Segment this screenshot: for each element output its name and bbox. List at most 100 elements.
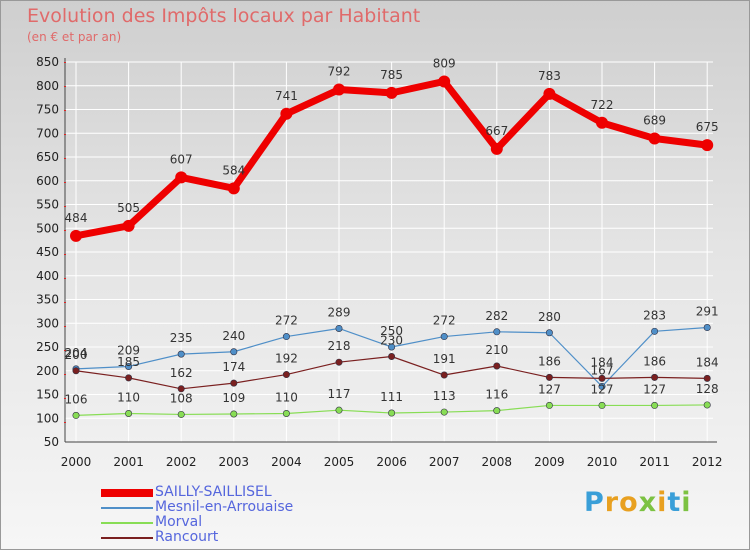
y-tick-label: 500 — [36, 221, 59, 235]
data-label-rancourt: 210 — [485, 343, 508, 357]
data-point-mesnil-en-arrouaise — [230, 348, 238, 356]
data-point-mesnil-en-arrouaise — [598, 382, 606, 390]
legend-label-mesnil-en-arrouaise: Mesnil-en-Arrouaise — [155, 499, 294, 515]
data-point-mesnil-en-arrouaise — [335, 324, 343, 332]
data-label-morval: 116 — [485, 388, 508, 402]
data-point-rancourt — [703, 374, 711, 382]
y-tick-label: 350 — [36, 293, 59, 307]
data-point-sailly-saillisel — [175, 171, 188, 184]
legend-item-rancourt: Rancourt — [101, 530, 431, 545]
data-label-rancourt: 186 — [538, 354, 561, 368]
x-tick-label: 2000 — [61, 455, 92, 469]
legend-swatch-mesnil-en-arrouaise — [101, 507, 153, 509]
data-label-rancourt: 230 — [380, 334, 403, 348]
y-tick-label: 100 — [36, 411, 59, 425]
data-label-rancourt: 174 — [222, 360, 245, 374]
data-point-morval — [703, 401, 711, 409]
legend-item-morval: Morval — [101, 515, 431, 530]
data-point-morval — [388, 409, 396, 417]
x-tick-label: 2007 — [429, 455, 460, 469]
data-point-morval — [72, 411, 80, 419]
x-tick-label: 2008 — [482, 455, 513, 469]
data-point-rancourt — [125, 374, 133, 382]
data-point-mesnil-en-arrouaise — [177, 350, 185, 358]
legend: SAILLY-SAILLISEL Mesnil-en-Arrouaise Mor… — [101, 485, 431, 545]
data-point-mesnil-en-arrouaise — [651, 327, 659, 335]
data-point-mesnil-en-arrouaise — [125, 362, 133, 370]
data-label-morval: 128 — [696, 382, 719, 396]
legend-item-sailly-saillisel: SAILLY-SAILLISEL — [101, 485, 431, 500]
data-label-sailly-saillisel: 607 — [170, 152, 193, 166]
data-label-mesnil-en-arrouaise: 250 — [380, 324, 403, 338]
x-tick-label: 2011 — [639, 455, 670, 469]
data-point-morval — [440, 408, 448, 416]
data-point-sailly-saillisel — [333, 83, 345, 96]
logo-letter: o — [619, 487, 639, 518]
data-point-sailly-saillisel — [385, 86, 398, 99]
data-label-mesnil-en-arrouaise: 289 — [328, 305, 351, 319]
logo-letter: i — [657, 487, 668, 518]
y-tick-label: 300 — [36, 316, 59, 330]
x-tick-label: 2010 — [587, 455, 618, 469]
data-label-sailly-saillisel: 722 — [591, 98, 614, 112]
data-label-morval: 109 — [222, 391, 245, 405]
data-label-morval: 110 — [275, 391, 298, 405]
y-tick-label: 750 — [36, 103, 59, 117]
logo-letter: i — [681, 487, 692, 518]
legend-label-sailly-saillisel: SAILLY-SAILLISEL — [155, 484, 272, 500]
x-tick-label: 2009 — [534, 455, 565, 469]
line-chart: 50 100 150 200 250 300 350 400 450 500 550 600 650 70… — [36, 55, 722, 469]
data-label-mesnil-en-arrouaise: 272 — [275, 314, 298, 328]
data-point-sailly-saillisel — [227, 182, 240, 195]
y-tick-label: 150 — [36, 388, 59, 402]
data-label-sailly-saillisel: 783 — [538, 69, 561, 83]
y-tick-label: 800 — [36, 79, 59, 93]
data-point-mesnil-en-arrouaise — [545, 329, 553, 337]
y-tick-label: 450 — [36, 245, 59, 259]
y-tick-label: 600 — [36, 174, 59, 188]
data-label-morval: 111 — [380, 390, 403, 404]
data-label-mesnil-en-arrouaise: 280 — [538, 310, 561, 324]
data-point-rancourt — [545, 373, 553, 381]
x-tick-label: 2006 — [376, 455, 407, 469]
data-label-rancourt: 218 — [328, 339, 351, 353]
x-tick-label: 2001 — [113, 455, 144, 469]
data-label-morval: 110 — [117, 391, 140, 405]
data-label-morval: 108 — [170, 391, 193, 405]
data-point-sailly-saillisel — [280, 107, 293, 120]
x-tick-label: 2004 — [271, 455, 302, 469]
data-label-morval: 106 — [65, 392, 88, 406]
data-point-rancourt — [72, 367, 80, 375]
y-tick-label: 250 — [36, 340, 59, 354]
data-label-sailly-saillisel: 689 — [643, 113, 666, 127]
y-tick-label: 50 — [44, 435, 59, 449]
data-label-mesnil-en-arrouaise: 204 — [65, 346, 88, 360]
data-point-mesnil-en-arrouaise — [282, 333, 290, 341]
legend-swatch-rancourt — [101, 537, 153, 539]
data-label-rancourt: 185 — [117, 355, 140, 369]
data-point-rancourt — [230, 379, 238, 387]
data-point-rancourt — [598, 374, 606, 382]
data-label-morval: 117 — [328, 387, 351, 401]
data-point-morval — [230, 410, 238, 418]
data-point-morval — [335, 406, 343, 414]
data-point-rancourt — [388, 352, 396, 360]
data-point-sailly-saillisel — [596, 116, 608, 129]
data-label-mesnil-en-arrouaise: 272 — [433, 314, 456, 328]
data-label-morval: 127 — [538, 382, 561, 396]
data-point-morval — [493, 407, 501, 415]
data-label-sailly-saillisel: 741 — [275, 89, 298, 103]
x-tick-label: 2003 — [219, 455, 250, 469]
data-point-sailly-saillisel — [701, 139, 714, 152]
chart-subtitle: (en € et par an) — [27, 30, 122, 44]
legend-swatch-sailly-saillisel — [101, 489, 153, 497]
data-point-sailly-saillisel — [122, 219, 135, 232]
data-label-rancourt: 186 — [643, 354, 666, 368]
data-label-sailly-saillisel: 484 — [65, 211, 88, 225]
data-label-sailly-saillisel: 809 — [433, 56, 456, 70]
data-label-rancourt: 184 — [591, 355, 614, 369]
data-label-mesnil-en-arrouaise: 209 — [117, 343, 140, 357]
logo-letter: t — [667, 487, 682, 518]
data-label-sailly-saillisel: 792 — [328, 65, 351, 79]
x-tick-label: 2002 — [166, 455, 197, 469]
